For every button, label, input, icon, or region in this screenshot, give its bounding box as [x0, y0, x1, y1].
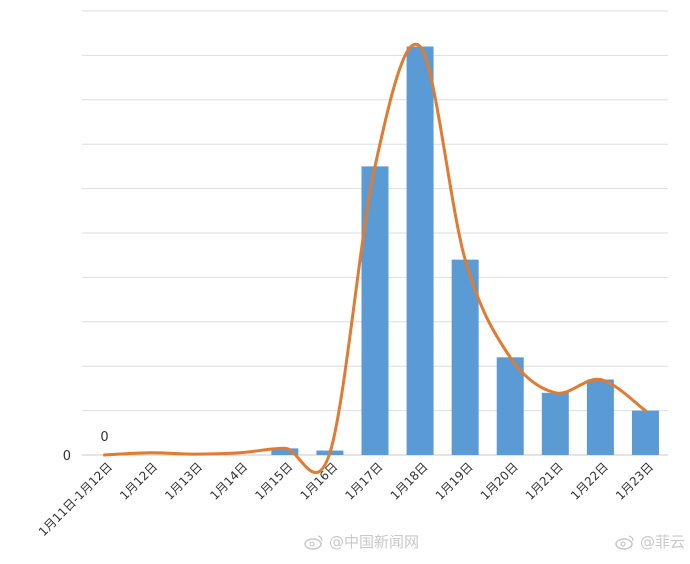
x-tick-label: 1月21日 [523, 460, 566, 503]
bar [361, 166, 389, 455]
bars [271, 46, 659, 456]
watermark-left: @中国新闻网 [303, 531, 419, 552]
x-tick-label: 1月19日 [433, 460, 476, 503]
x-tick-label: 1月14日 [207, 460, 250, 503]
x-tick-label: 1月13日 [162, 460, 205, 503]
y-tick-label: 0 [63, 449, 71, 464]
weibo-icon [304, 534, 323, 550]
watermark-right: @菲云 [614, 531, 685, 552]
x-tick-label: 1月12日 [117, 460, 160, 503]
bar [541, 392, 569, 455]
bar [406, 46, 434, 456]
watermark-left-text: @中国新闻网 [329, 533, 420, 551]
x-tick-label: 1月15日 [252, 460, 295, 503]
trend-line-group [103, 42, 647, 474]
x-tick-label: 1月20日 [478, 460, 521, 503]
trend-line [103, 42, 647, 474]
bar [271, 448, 299, 455]
x-tick-label: 1月11日-1月12日 [36, 460, 115, 539]
x-tick-label: 1月22日 [568, 460, 611, 503]
weibo-icon [615, 534, 634, 550]
data-label: 0 [100, 430, 108, 445]
bar [496, 357, 524, 455]
watermark-right-text: @菲云 [640, 533, 686, 551]
x-tick-label: 1月23日 [613, 460, 656, 503]
x-tick-label: 1月18日 [388, 460, 431, 503]
x-tick-label: 1月17日 [343, 460, 386, 503]
bar [586, 379, 614, 455]
bar [631, 410, 659, 455]
bar [451, 259, 479, 455]
